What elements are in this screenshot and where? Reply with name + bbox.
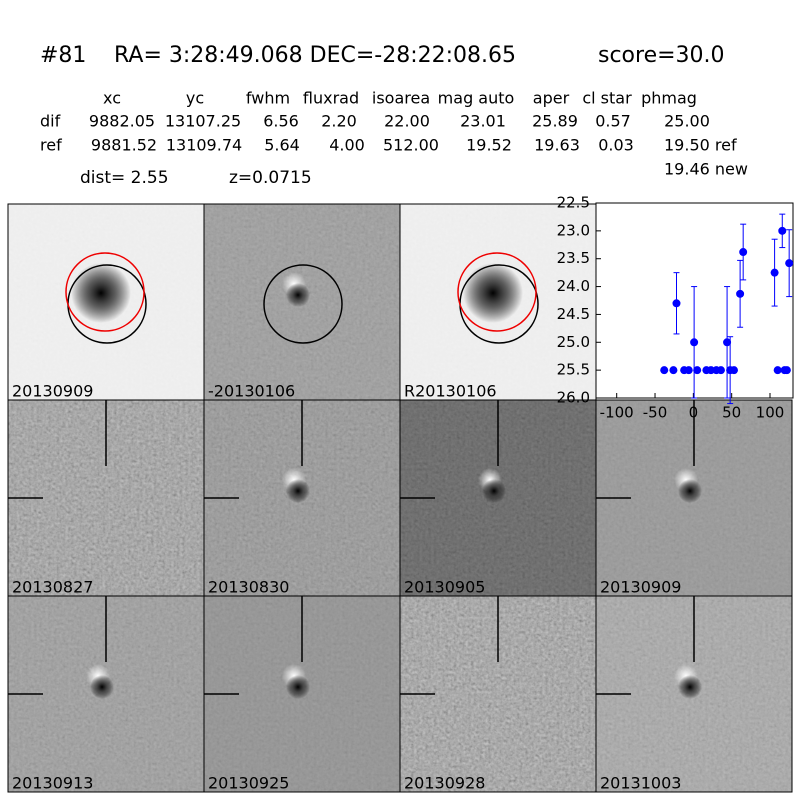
score: score=30.0 [598,43,725,68]
cell: 19.46 new [664,160,748,179]
cell: 19.50 ref [664,136,737,155]
point [684,366,693,375]
point [693,366,702,375]
redshift: z=0.0715 [229,168,312,188]
column-header: phmag [641,89,697,108]
source [463,263,523,323]
stamp-label: 20131003 [600,774,681,793]
stamp-label: 20130827 [12,578,93,597]
x-tick-label: 50 [722,404,741,422]
row-label: ref [40,136,62,155]
stamp-label: -20130106 [208,382,295,401]
source-negative [286,283,310,307]
point [660,366,669,375]
cell: 2.20 [321,112,357,131]
stamp-label: 20130830 [208,578,289,597]
stamp-label: 20130905 [404,578,485,597]
column-header: aper [533,89,570,108]
cell: 13107.25 [165,112,241,131]
stamp-label: R20130106 [404,382,497,401]
cell: 512.00 [383,136,439,155]
y-tick-label: 26.0 [557,389,590,407]
point [669,366,678,375]
cell: 19.52 [466,136,512,155]
cell: 25.00 [664,112,710,131]
candidate-id: #81 [40,43,86,68]
cell: 4.00 [329,136,365,155]
column-header: fluxrad [303,89,359,108]
table: xc yc fwhm fluxrad isoarea mag auto aper cl sta… [40,89,748,179]
stamp-label: 20130913 [12,774,93,793]
cell: 0.57 [595,112,631,131]
x-tick-label: 0 [689,404,699,422]
aperture-ref [65,252,145,332]
source-negative [286,675,310,699]
source-negative [678,479,702,503]
y-tick-label: 23.0 [557,221,590,239]
source [71,263,131,323]
x-tick-label: -100 [600,404,634,422]
point [690,338,699,347]
cell: 5.64 [264,136,300,155]
stamp-label: 20130928 [404,774,485,793]
cell: 6.56 [263,112,299,131]
y-tick-label: 22.5 [557,194,590,212]
stamp-label: 20130909 [600,578,681,597]
row-label: dif [40,112,61,131]
point [773,366,782,375]
column-header: fwhm [246,89,290,108]
column-header: mag auto [438,89,515,108]
point [716,366,725,375]
cell: 13109.74 [166,136,242,155]
y-tick-label: 23.5 [557,249,590,267]
coordinates: RA= 3:28:49.068 DEC=-28:22:08.65 [114,43,516,68]
stamp-label: 20130925 [208,774,289,793]
point [770,268,779,277]
dist: dist= 2.55 [80,168,169,188]
point [739,248,748,257]
cell: 22.00 [384,112,430,131]
light-curve: 22.5 23.0 23.5 24.0 24.5 25.0 25.5 26.0 -100 -50 0… [557,194,794,422]
source-negative [482,479,506,503]
y-tick-label: 24.0 [557,277,590,295]
source-negative [90,675,114,699]
cell: 9881.52 [91,136,157,155]
x-tick-label: -50 [643,404,668,422]
cell: 0.03 [598,136,634,155]
column-header: yc [186,89,204,108]
cell: 9882.05 [89,112,155,131]
point [778,226,787,235]
stamp-label: 20130909 [12,382,93,401]
column-header: cl star [582,89,632,108]
x-tick-label: 100 [756,404,785,422]
y-tick-label: 25.0 [557,333,590,351]
aperture [263,264,343,344]
point [782,366,791,375]
point [736,289,745,298]
column-header: xc [103,89,121,108]
point [729,366,738,375]
cell: 25.89 [532,112,578,131]
stamps: 20130909 -20130106 R20130106 20130827 201308… [7,203,793,793]
source-negative [286,479,310,503]
y-tick-label: 25.5 [557,361,590,379]
y-tick-label: 24.5 [557,305,590,323]
column-header: isoarea [372,89,430,108]
point [723,338,732,347]
point [785,259,794,268]
point [672,299,681,308]
cell: 23.01 [460,112,506,131]
source-negative [678,675,702,699]
cell: 19.63 [534,136,580,155]
aperture-ref [457,252,537,332]
stamp-frame [595,595,793,793]
